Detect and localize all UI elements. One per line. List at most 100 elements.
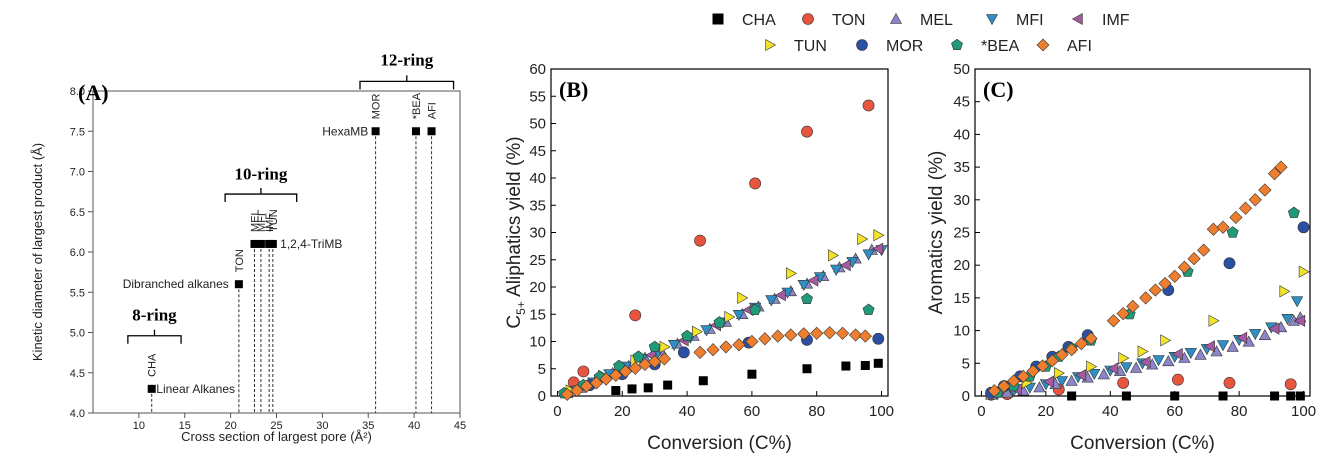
data-point-ton [694, 234, 706, 247]
x-tick-label: 80 [808, 403, 825, 420]
legend-marker-afi [1036, 38, 1050, 52]
y-tick-label: 5.5 [70, 287, 85, 299]
data-point-tun [857, 232, 869, 246]
data-point-afi [1036, 359, 1050, 373]
legend-marker-bea [951, 38, 963, 51]
data-point-afi [987, 384, 1001, 398]
y-tick-label: 6.0 [70, 247, 85, 259]
data-point-afi [1206, 222, 1220, 236]
data-point-afi [657, 352, 672, 366]
data-point-tun [1279, 285, 1291, 298]
data-point-imf [1075, 368, 1087, 382]
x-tick-label: 30 [316, 420, 328, 432]
data-point-mel [1226, 340, 1239, 352]
y-tick-label: 55 [529, 88, 546, 105]
data-point-afi [836, 326, 850, 340]
legend-label: CHA [742, 12, 776, 29]
data-point-ton [1223, 377, 1236, 389]
ring-group: 10-ring [224, 165, 298, 203]
data-point-afi [1197, 243, 1211, 257]
data-point-tun [1208, 314, 1220, 327]
y-tick-label: 60 [529, 61, 546, 78]
y-tick-label: 6.5 [70, 207, 85, 219]
y-axis-label-part: 5+ [514, 301, 528, 315]
data-point-mel: MEL [249, 209, 261, 413]
data-point-afi [823, 326, 837, 340]
x-tick-label: 40 [1102, 403, 1119, 420]
legend-entry-imf: IMF [1071, 12, 1130, 29]
data-point-imf [1042, 375, 1054, 388]
data-point-ton [629, 309, 642, 322]
data-point-mfi [700, 325, 713, 337]
data-point-cha [1218, 391, 1228, 401]
data-point-mel [1097, 368, 1110, 380]
data-point-cha [1121, 391, 1131, 401]
data-point-tun [724, 310, 736, 324]
series-afi [560, 326, 872, 401]
data-point-mel [1033, 381, 1046, 393]
data-point-bea [862, 303, 875, 315]
data-point-mor [872, 332, 885, 345]
data-point-cha [1270, 391, 1280, 401]
data-point-imf [1268, 322, 1280, 335]
legend-label: AFI [1067, 38, 1092, 55]
legend-entry-cha: CHA [712, 12, 776, 29]
data-point-afi [745, 334, 759, 349]
ring-group: 8-ring [127, 305, 182, 344]
data-point-afi: AFI [427, 102, 439, 413]
data-point-afi [589, 376, 603, 390]
data-point-mfi [1216, 340, 1230, 352]
data-point-tun [828, 249, 840, 262]
y-tick-label: 5 [962, 355, 970, 372]
data-point-bea [648, 340, 661, 353]
data-point-mfi [1290, 296, 1304, 308]
data-point-bea [1287, 206, 1300, 218]
x-tick-label: 25 [270, 420, 282, 432]
ring-bracket [359, 75, 455, 90]
data-point-mfi [1184, 348, 1197, 360]
legend-label: TUN [794, 38, 827, 55]
y-tick-label: 40 [529, 170, 546, 187]
data-point-cha [698, 376, 708, 386]
y-tick-label: 5.0 [70, 328, 85, 340]
y-tick-label: 30 [529, 225, 546, 242]
y-tick-label: 0 [538, 388, 546, 405]
x-tick-label: 10 [133, 420, 145, 432]
data-point-cha [627, 384, 637, 394]
data-point-mel [1194, 348, 1207, 360]
framework-label: TON [234, 249, 246, 272]
legend-entry-afi: AFI [1036, 38, 1092, 55]
point-marker [250, 239, 259, 248]
x-axis-label: Conversion (C%) [647, 433, 792, 454]
data-point-imf [807, 274, 819, 287]
plot-frame [974, 68, 1311, 397]
x-tick-label: 20 [614, 403, 631, 420]
ring-bracket [224, 188, 298, 203]
data-point-mfi [1120, 362, 1133, 374]
data-point-afi [719, 340, 733, 354]
data-point-bea [749, 303, 762, 315]
y-tick-label: 10 [529, 334, 546, 351]
legend-label: MOR [886, 38, 923, 55]
y-tick-label: 4.5 [70, 368, 85, 380]
data-point-afi [1187, 252, 1201, 266]
data-point-mfi [1055, 376, 1069, 388]
y-tick-label: 7.5 [70, 126, 85, 138]
data-point-afi [1126, 299, 1140, 314]
data-point-afi [1007, 374, 1021, 388]
y-tick-label: 8.0 [70, 86, 85, 98]
series-cha [611, 358, 883, 396]
panel-b: 0 20 40 60 80 100 0 5 10 15 20 25 30 35 40 45 50 55 60 Conv… [504, 61, 894, 454]
data-point-tun: TUN [268, 209, 280, 413]
x-tick-label: 35 [362, 420, 374, 432]
data-point-afi [580, 379, 594, 393]
y-tick-label: 4.0 [70, 408, 85, 420]
legend-marker-ton [802, 13, 814, 25]
data-point-bea [801, 292, 813, 305]
data-point-imf [1203, 340, 1215, 353]
data-point-mel [1162, 355, 1175, 367]
y-axis-label: C5+ Aliphatics yield (%) [504, 136, 528, 328]
point-marker [147, 384, 156, 393]
data-point-afi [1238, 201, 1253, 215]
data-point-imf [1107, 362, 1119, 375]
